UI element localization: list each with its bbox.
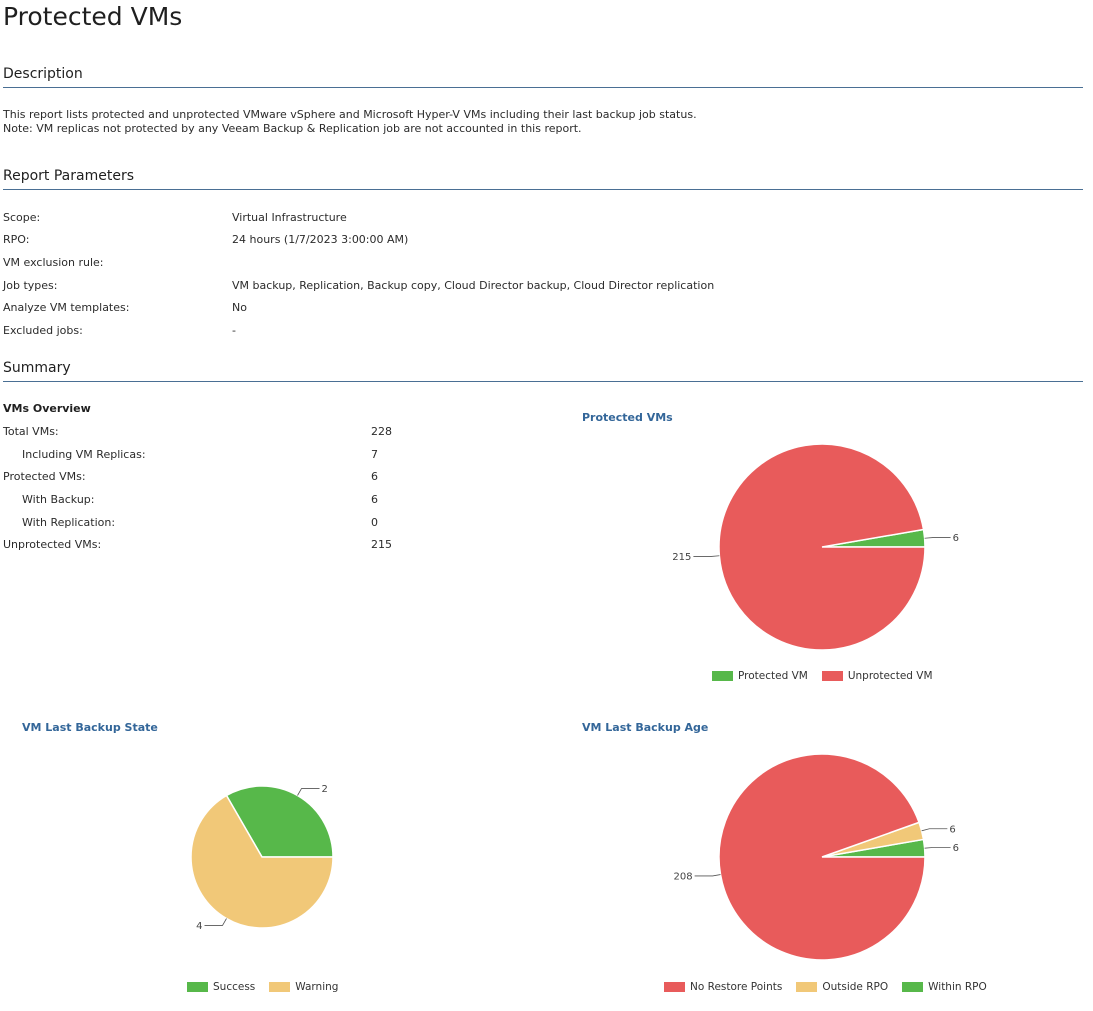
legend-item-success: Success xyxy=(187,981,255,993)
pie-slice-unprotected-vm xyxy=(718,443,926,651)
description-line-2: Note: VM replicas not protected by any V… xyxy=(3,122,582,135)
leader-line-protected-vm xyxy=(924,537,951,539)
summary-header: Summary xyxy=(3,360,1083,382)
legend-swatch xyxy=(821,671,843,681)
overview-label: Unprotected VMs: xyxy=(3,538,102,551)
legend-label: Within RPO xyxy=(928,981,987,993)
pie-slice-warning xyxy=(190,794,334,929)
data-label-within-rpo: 6 xyxy=(953,843,959,854)
param-row-rpo: RPO: 24 hours (1/7/2023 3:00:00 AM) xyxy=(3,233,903,247)
leader-line-no-restore-points xyxy=(694,874,721,877)
leader-line-unprotected-vm xyxy=(693,555,720,557)
param-value: VM backup, Replication, Backup copy, Clo… xyxy=(232,279,715,292)
overview-label: Including VM Replicas: xyxy=(22,448,146,461)
param-value: - xyxy=(232,324,236,337)
param-row-excluded-jobs: Excluded jobs: - xyxy=(3,324,903,338)
data-label-protected-vm: 6 xyxy=(953,533,959,544)
param-row-analyze-templates: Analyze VM templates: No xyxy=(3,301,903,315)
legend-label: Warning xyxy=(295,981,339,993)
overview-value: 215 xyxy=(371,538,392,551)
backup-age-legend: No Restore Points Outside RPO Within RPO xyxy=(664,981,1001,993)
data-label-warning: 4 xyxy=(196,921,202,932)
leader-line-warning xyxy=(204,918,227,926)
param-row-scope: Scope: Virtual Infrastructure xyxy=(3,211,903,225)
legend-label: Success xyxy=(213,981,256,993)
overview-value: 0 xyxy=(371,516,378,529)
description-text: This report lists protected and unprotec… xyxy=(3,108,697,136)
protected-vms-legend: Protected VM Unprotected VM xyxy=(712,670,947,682)
data-label-success: 2 xyxy=(322,784,328,795)
overview-label: Total VMs: xyxy=(3,425,59,438)
data-label-no-restore-points: 208 xyxy=(674,871,693,882)
param-label: Scope: xyxy=(3,211,41,224)
backup-state-chart-title: VM Last Backup State xyxy=(22,721,158,734)
description-header: Description xyxy=(3,66,1083,88)
pie-slice-no-restore-points xyxy=(718,753,926,961)
overview-label: With Replication: xyxy=(22,516,116,529)
backup-age-pie-chart: 6 6 208 xyxy=(674,753,959,961)
legend-swatch xyxy=(187,982,208,992)
overview-value: 228 xyxy=(371,425,392,438)
legend-label: Outside RPO xyxy=(822,981,889,993)
vms-overview-title: VMs Overview xyxy=(3,402,91,415)
protected-vms-pie-chart: 6 215 xyxy=(672,443,959,651)
legend-label: No Restore Points xyxy=(690,981,783,993)
legend-item-unprotected: Unprotected VM xyxy=(821,670,933,682)
legend-swatch xyxy=(796,982,818,992)
report-parameters-header: Report Parameters xyxy=(3,168,1083,190)
leader-line-success xyxy=(297,788,320,796)
param-value: No xyxy=(232,301,247,314)
description-line-1: This report lists protected and unprotec… xyxy=(3,108,697,121)
pie-slice-success xyxy=(225,785,334,858)
legend-item-within-rpo: Within RPO xyxy=(902,981,987,993)
backup-state-legend: Success Warning xyxy=(187,981,352,993)
page-title: Protected VMs xyxy=(3,2,183,31)
backup-state-pie-chart: 24 xyxy=(190,784,334,932)
legend-item-warning: Warning xyxy=(269,981,338,993)
param-label: Analyze VM templates: xyxy=(3,301,130,314)
overview-value: 7 xyxy=(371,448,378,461)
overview-value: 6 xyxy=(371,493,378,506)
protected-vms-chart-title: Protected VMs xyxy=(582,411,673,424)
legend-label: Protected VM xyxy=(738,670,808,682)
param-row-job-types: Job types: VM backup, Replication, Backu… xyxy=(3,279,903,293)
legend-item-protected: Protected VM xyxy=(712,670,808,682)
data-label-unprotected-vm: 215 xyxy=(672,552,691,563)
param-label: Excluded jobs: xyxy=(3,324,83,337)
backup-age-chart-title: VM Last Backup Age xyxy=(582,721,709,734)
overview-label: Protected VMs: xyxy=(3,470,86,483)
param-value: Virtual Infrastructure xyxy=(232,211,347,224)
param-label: VM exclusion rule: xyxy=(3,256,104,269)
param-row-exclusion-rule: VM exclusion rule: xyxy=(3,256,903,270)
legend-item-outside-rpo: Outside RPO xyxy=(796,981,888,993)
legend-swatch xyxy=(712,671,733,681)
leader-line-within-rpo xyxy=(924,847,951,849)
param-label: RPO: xyxy=(3,233,30,246)
legend-swatch xyxy=(664,982,685,992)
data-label-outside-rpo: 6 xyxy=(949,824,955,835)
leader-line-outside-rpo xyxy=(921,828,948,832)
overview-label: With Backup: xyxy=(22,493,95,506)
legend-label: Unprotected VM xyxy=(847,670,933,682)
param-label: Job types: xyxy=(3,279,58,292)
legend-item-no-restore-points: No Restore Points xyxy=(664,981,782,993)
overview-value: 6 xyxy=(371,470,378,483)
legend-swatch xyxy=(269,982,291,992)
legend-swatch xyxy=(902,982,924,992)
param-value: 24 hours (1/7/2023 3:00:00 AM) xyxy=(232,233,409,246)
